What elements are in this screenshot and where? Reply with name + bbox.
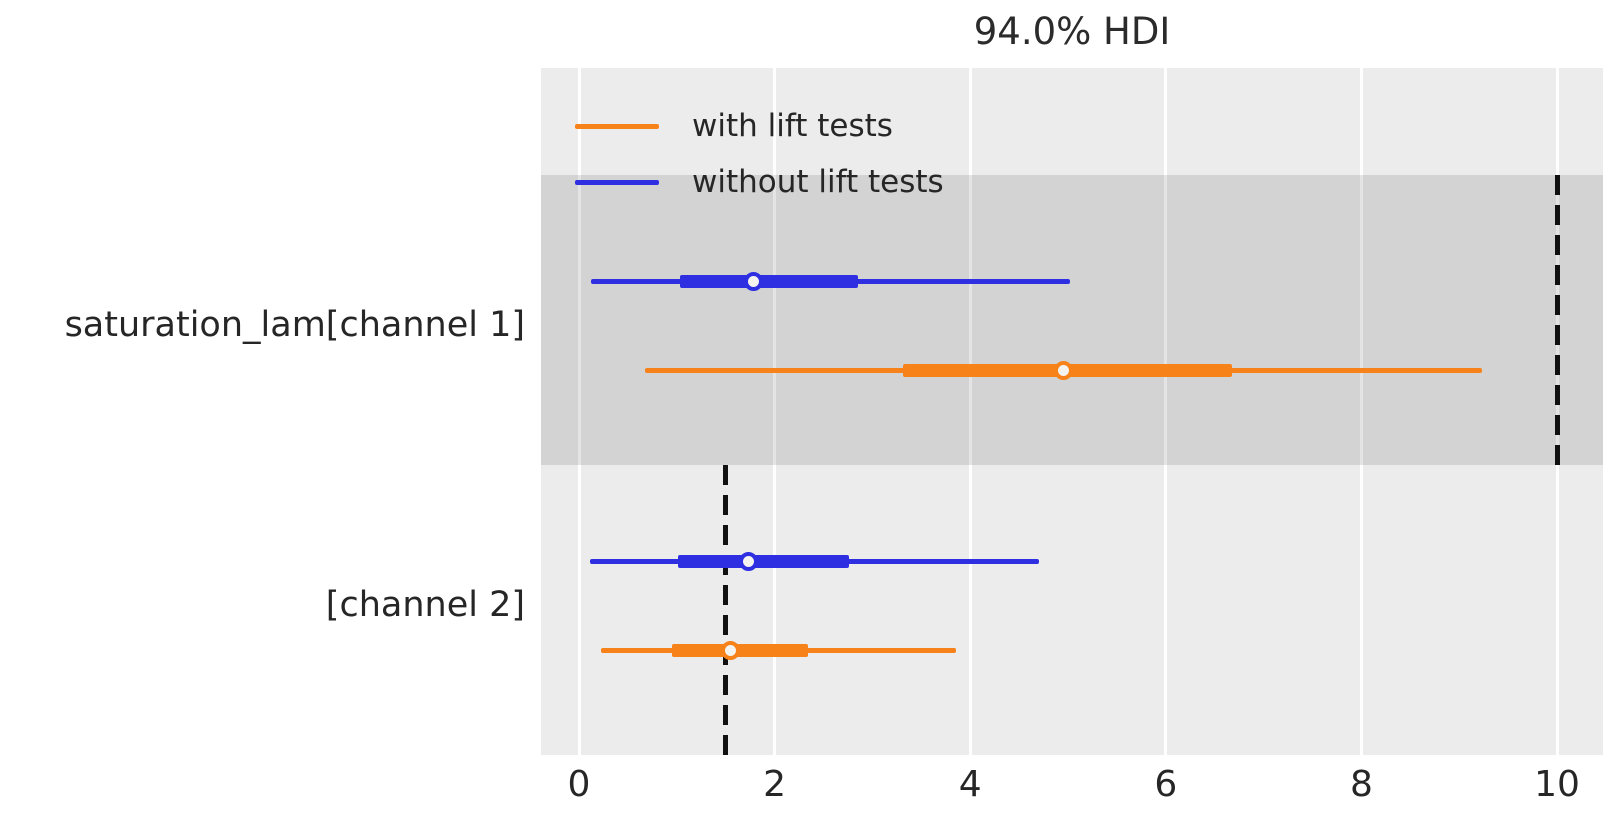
legend: with lift tests without lift tests xyxy=(555,98,944,210)
median-marker xyxy=(1053,360,1073,380)
reference-dashed-line xyxy=(723,465,729,755)
hdi-thick-segment xyxy=(677,554,849,568)
reference-dashed-line xyxy=(1554,175,1560,465)
x-tick-label: 0 xyxy=(567,764,591,805)
x-gridline xyxy=(1164,68,1168,755)
median-marker xyxy=(743,271,763,291)
legend-line-swatch xyxy=(575,179,659,185)
hdi-thick-segment xyxy=(679,274,858,288)
x-gridline xyxy=(968,68,972,755)
x-tick-label: 10 xyxy=(1534,764,1580,805)
x-gridline xyxy=(577,68,581,755)
x-gridline xyxy=(773,68,777,755)
legend-line-swatch xyxy=(575,123,659,129)
shaded-row-band xyxy=(541,175,1603,465)
legend-item: without lift tests xyxy=(555,154,944,210)
y-tick-label: saturation_lam[channel 1] xyxy=(64,305,525,345)
x-tick-label: 4 xyxy=(958,764,982,805)
x-tick-label: 6 xyxy=(1154,764,1178,805)
x-tick-label: 8 xyxy=(1349,764,1373,805)
y-tick-label: [channel 2] xyxy=(325,585,525,625)
legend-label: without lift tests xyxy=(692,164,944,200)
plot-area: with lift tests without lift tests xyxy=(541,68,1603,755)
legend-item: with lift tests xyxy=(555,98,944,154)
x-gridline xyxy=(1359,68,1363,755)
median-marker xyxy=(721,640,741,660)
x-tick-label: 2 xyxy=(763,764,787,805)
legend-label: with lift tests xyxy=(692,108,893,144)
chart-title: 94.0% HDI xyxy=(973,10,1171,53)
median-marker xyxy=(738,551,758,571)
